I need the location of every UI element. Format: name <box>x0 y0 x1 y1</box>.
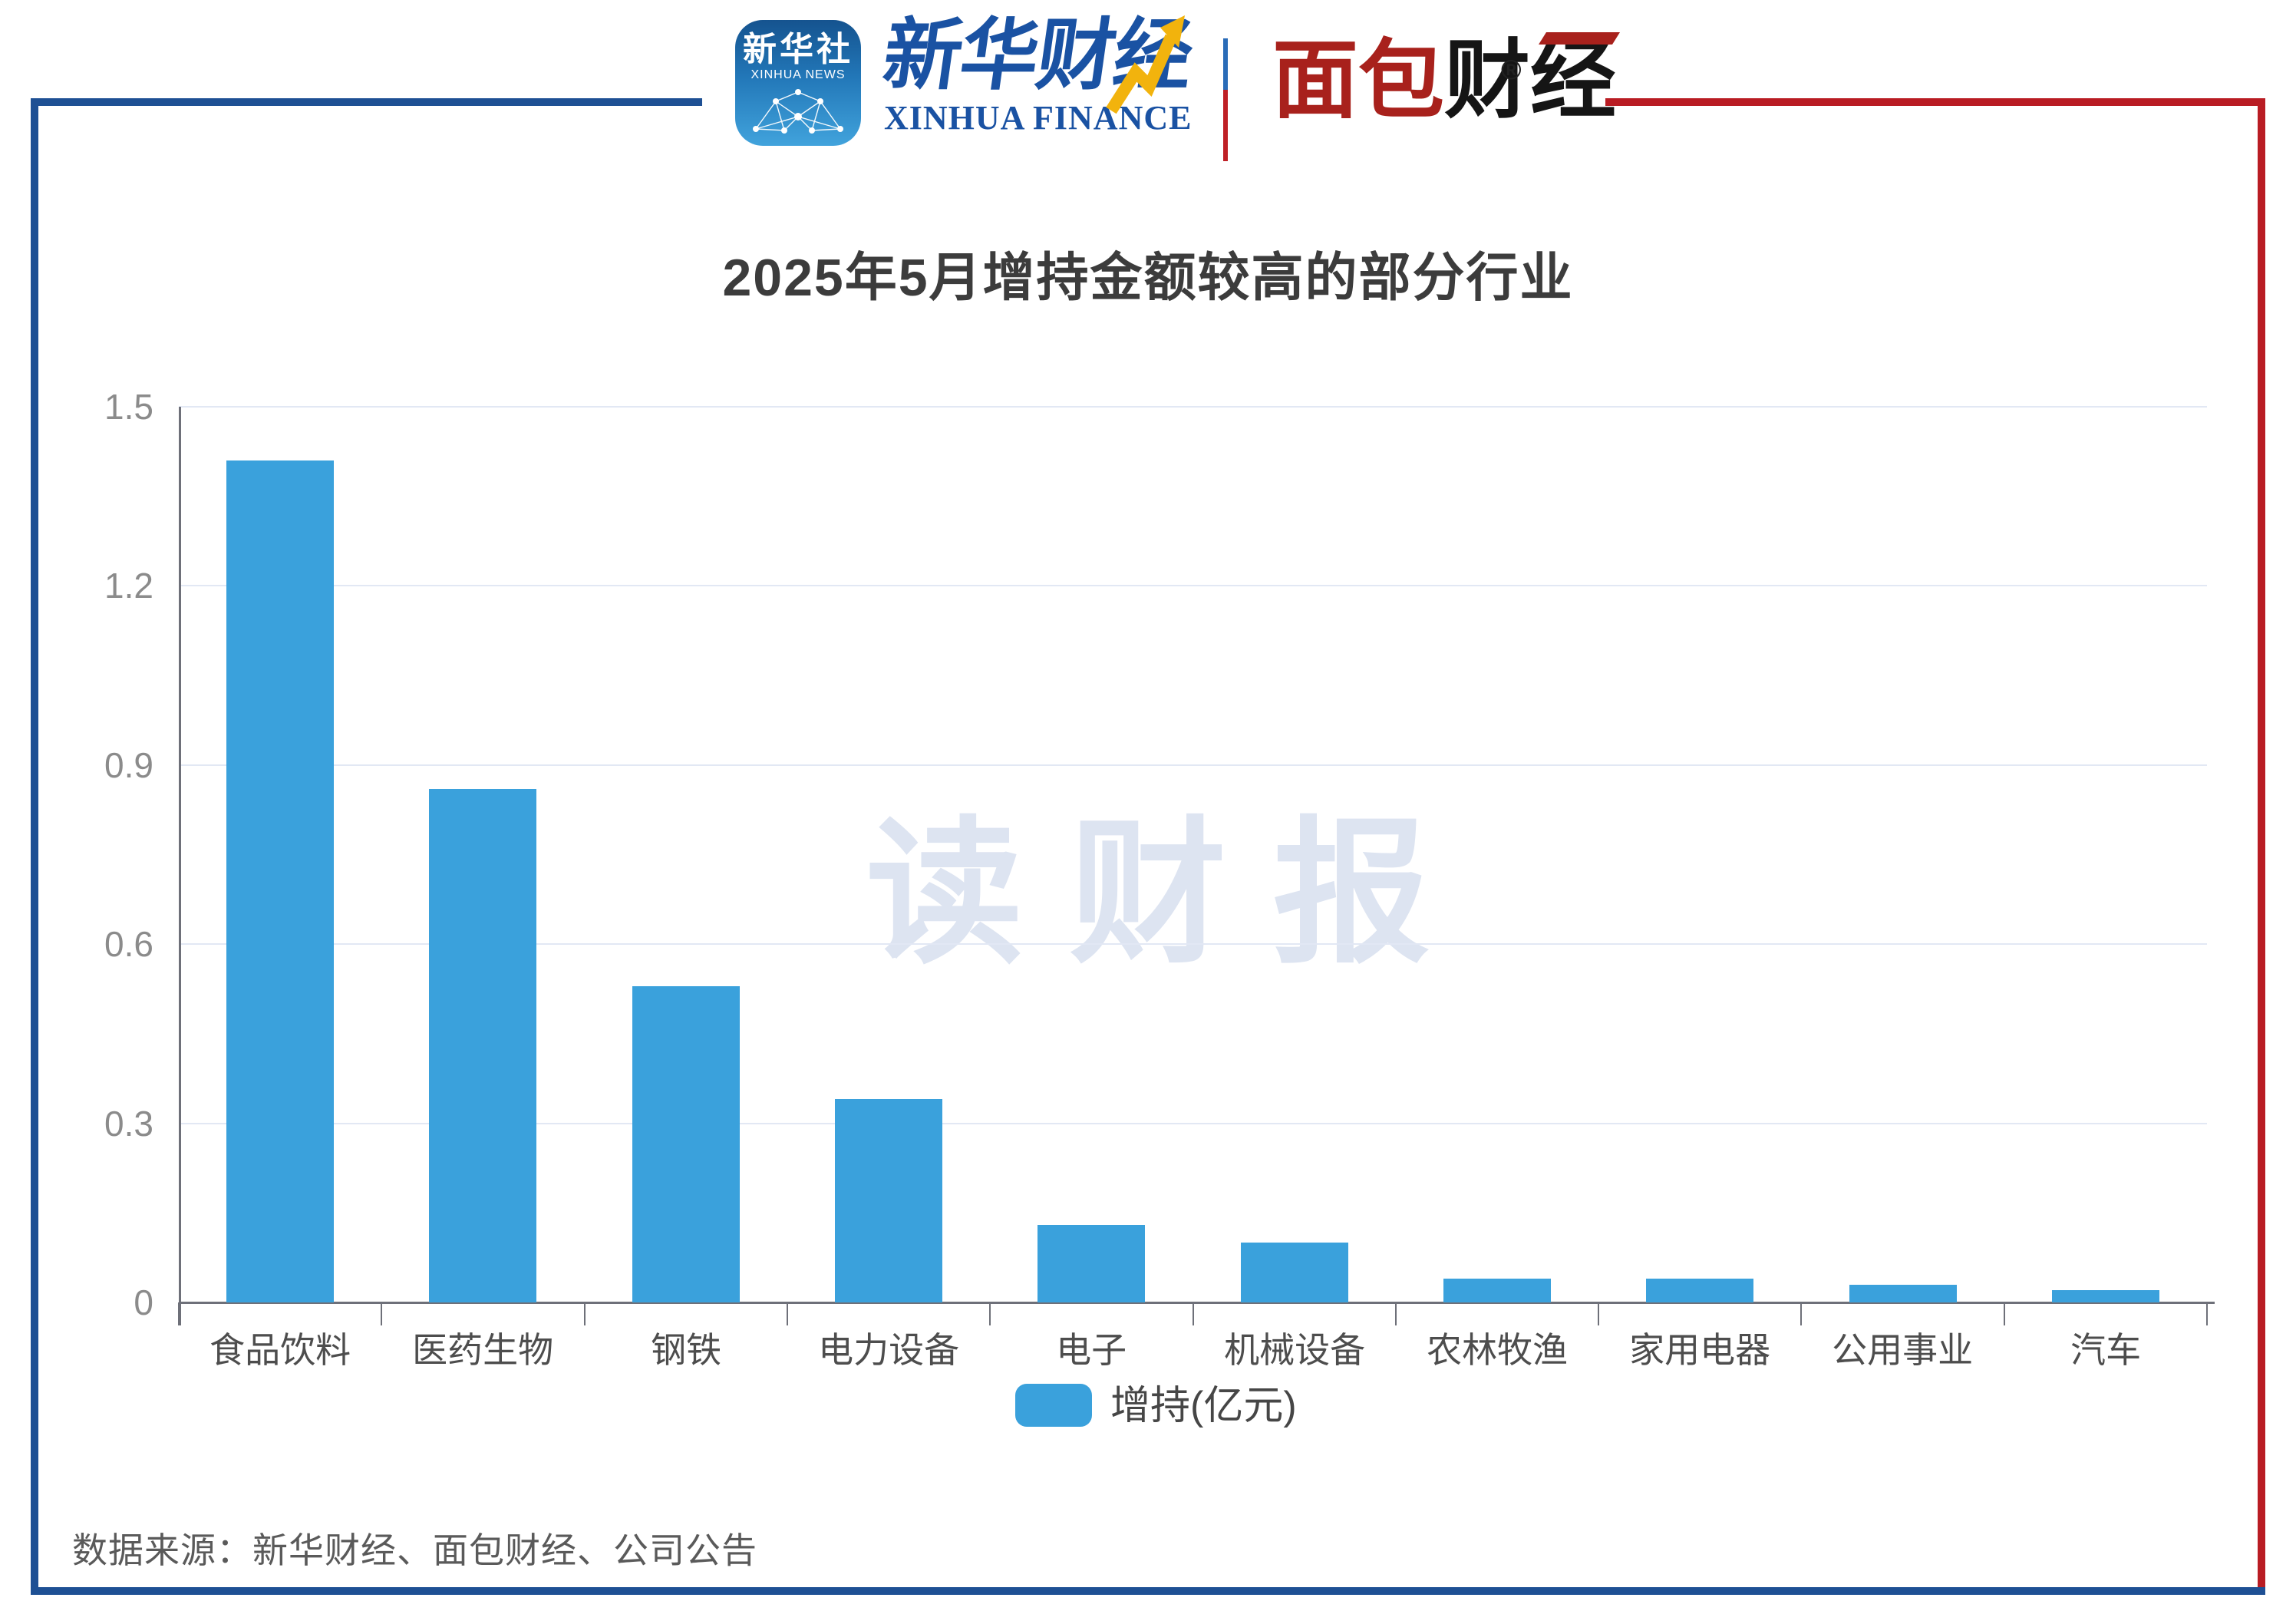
gridline <box>179 943 2207 946</box>
x-axis-tick <box>1800 1302 1803 1325</box>
mianbao-finance-cn-black: 财经 <box>1444 32 1616 128</box>
watermark: 读财报 <box>866 806 1476 982</box>
x-category-label: 公用事业 <box>1832 1330 1974 1370</box>
x-axis-tick <box>2206 1302 2208 1325</box>
x-axis-tick <box>786 1302 788 1325</box>
network-graphic-icon <box>753 89 843 134</box>
y-tick-label: 0.9 <box>104 744 153 785</box>
mianbao-finance-logo: 面包财经 ® <box>1272 31 1620 146</box>
x-axis-tick <box>989 1302 991 1325</box>
frame-border-top-right <box>1605 98 2265 106</box>
frame-border-top-left <box>31 98 702 106</box>
x-axis-tick <box>583 1302 586 1325</box>
frame-border-bottom <box>31 1587 2265 1595</box>
x-axis-line <box>179 1302 2215 1304</box>
chart-title: 2025年5月增持金额较高的部分行业 <box>722 249 1574 307</box>
xinhua-finance-logo: 新华财经 XINHUA FINANCE <box>878 12 1214 156</box>
bar <box>1646 1279 1753 1302</box>
x-axis-tick <box>178 1302 180 1325</box>
xinhua-news-logo-title: 新华社 <box>743 31 853 68</box>
x-category-label: 农林牧渔 <box>1427 1330 1569 1370</box>
bar <box>429 789 536 1302</box>
x-category-label: 医药生物 <box>412 1330 554 1370</box>
bar <box>632 986 740 1302</box>
logo-divider <box>1223 38 1228 161</box>
gridline <box>179 1122 2207 1124</box>
bar <box>1241 1243 1348 1302</box>
xinhua-finance-en: XINHUA FINANCE <box>884 99 1193 137</box>
x-axis-tick <box>1394 1302 1397 1325</box>
y-tick-label: 0.3 <box>104 1103 153 1144</box>
y-tick-label: 1.2 <box>104 566 153 606</box>
x-category-label: 汽车 <box>2070 1330 2142 1370</box>
data-source-note: 数据来源：新华财经、面包财经、公司公告 <box>72 1530 757 1570</box>
xinhua-news-logo: 新华社 XINHUA NEWS <box>735 20 861 146</box>
legend-label: 增持(亿元) <box>1110 1384 1297 1428</box>
x-category-label: 机械设备 <box>1224 1330 1366 1370</box>
y-axis-line <box>179 407 181 1325</box>
y-tick-label: 0 <box>134 1282 153 1322</box>
rising-arrow-icon <box>1106 15 1185 114</box>
x-category-label: 食品饮料 <box>209 1330 351 1370</box>
y-tick-label: 1.5 <box>104 387 153 427</box>
x-axis-tick <box>381 1302 383 1325</box>
bar <box>1849 1285 1957 1302</box>
gridline <box>179 764 2207 766</box>
registered-trademark-icon: ® <box>1501 54 1522 85</box>
xinhua-news-logo-subtitle: XINHUA NEWS <box>750 68 846 81</box>
x-category-label: 电子 <box>1056 1330 1127 1370</box>
x-category-label: 家用电器 <box>1629 1330 1771 1370</box>
bar <box>835 1099 942 1302</box>
gridline <box>179 406 2207 408</box>
bar <box>1037 1225 1145 1302</box>
frame-border-left <box>31 98 38 1595</box>
x-axis-tick <box>2003 1302 2005 1325</box>
x-category-label: 电力设备 <box>818 1330 960 1370</box>
x-category-label: 钢铁 <box>651 1330 722 1370</box>
mianbao-accent-stroke <box>1539 32 1620 45</box>
frame-border-right <box>2258 98 2265 1590</box>
bar <box>226 460 334 1302</box>
gridline <box>179 585 2207 587</box>
bar <box>1443 1279 1551 1302</box>
bar <box>2052 1290 2159 1302</box>
y-tick-label: 0.6 <box>104 924 153 965</box>
x-axis-tick <box>1598 1302 1600 1325</box>
x-axis-tick <box>1192 1302 1194 1325</box>
legend-swatch <box>1015 1384 1092 1427</box>
mianbao-finance-cn-red: 面包 <box>1272 32 1444 128</box>
